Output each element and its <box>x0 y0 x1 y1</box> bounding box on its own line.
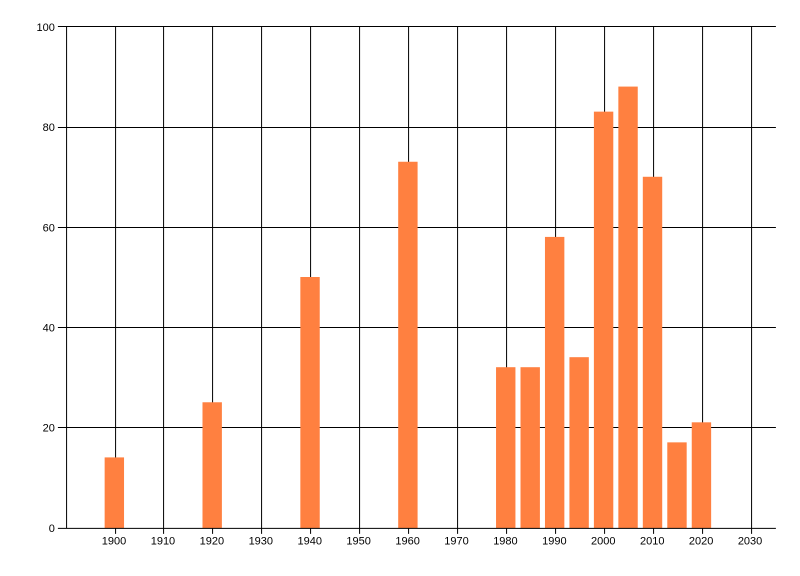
svg-text:1900: 1900 <box>102 536 126 548</box>
svg-text:1980: 1980 <box>493 536 517 548</box>
svg-text:1940: 1940 <box>297 536 321 548</box>
svg-text:1930: 1930 <box>249 536 273 548</box>
svg-text:1910: 1910 <box>151 536 175 548</box>
svg-text:60: 60 <box>43 222 55 234</box>
svg-text:1960: 1960 <box>395 536 419 548</box>
svg-text:1970: 1970 <box>444 536 468 548</box>
svg-text:2000: 2000 <box>591 536 615 548</box>
svg-text:40: 40 <box>43 323 55 335</box>
svg-text:1920: 1920 <box>200 536 224 548</box>
svg-text:100: 100 <box>37 22 55 34</box>
svg-text:20: 20 <box>43 423 55 435</box>
svg-text:0: 0 <box>49 523 55 535</box>
svg-text:1990: 1990 <box>542 536 566 548</box>
svg-text:2030: 2030 <box>738 536 762 548</box>
svg-text:80: 80 <box>43 122 55 134</box>
svg-text:2020: 2020 <box>689 536 713 548</box>
svg-text:1950: 1950 <box>346 536 370 548</box>
svg-text:2010: 2010 <box>640 536 664 548</box>
